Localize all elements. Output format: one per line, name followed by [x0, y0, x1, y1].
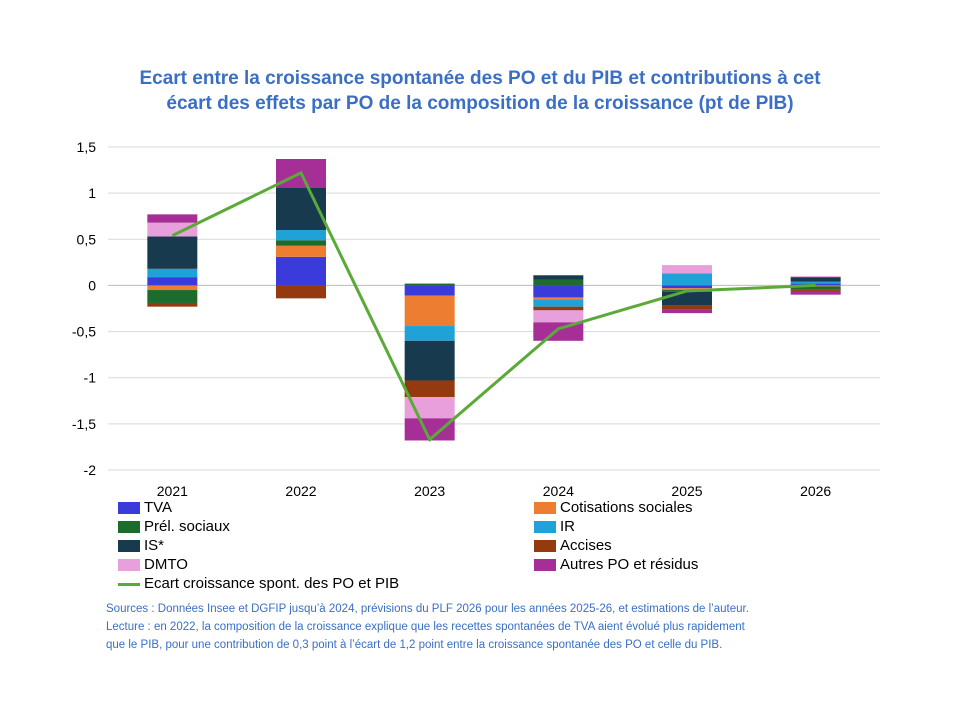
bar-segment [147, 268, 198, 278]
legend-swatch [534, 521, 556, 533]
line-path [171, 170, 816, 442]
bar-segment [276, 245, 326, 257]
bar-segment [533, 310, 584, 323]
y-tick-label: 0,5 [77, 231, 97, 247]
line-series [171, 170, 816, 442]
bar-segment [404, 380, 455, 398]
bar-segment [662, 285, 712, 289]
legend-swatch [118, 521, 140, 533]
x-tick-label: 2023 [414, 483, 445, 499]
legend-swatch [118, 559, 140, 571]
note-lecture-1: Lecture : en 2022, la composition de la … [106, 621, 745, 633]
bar-segment [662, 273, 712, 286]
note-lecture-2: que le PIB, pour une contribution de 0,3… [106, 639, 723, 651]
legend-label: Accises [560, 537, 612, 554]
bar-segment [147, 285, 198, 291]
bar-segment [147, 236, 198, 269]
legend-swatch [534, 540, 556, 552]
bar-segment [790, 286, 841, 290]
y-axis: 1,5 1 0,5 0 -0,5 -1 -1,5 -2 [72, 139, 96, 478]
bar-segment [662, 265, 712, 274]
legend-line-swatch [118, 583, 140, 586]
bar-segment [404, 418, 455, 441]
y-tick-label: -1,5 [72, 416, 96, 432]
bar-segment [533, 275, 584, 280]
note-sources: Sources : Données Insee et DGFIP jusqu’à… [106, 603, 749, 615]
bar-segment [276, 256, 326, 286]
legend-label: TVA [144, 499, 173, 516]
x-tick-label: 2024 [543, 483, 574, 499]
x-tick-label: 2026 [800, 483, 831, 499]
chart-notes: Sources : Données Insee et DGFIP jusqu’à… [106, 600, 896, 654]
bar-segment [404, 283, 455, 286]
legend-label: IS* [144, 537, 165, 554]
bar-segment [790, 276, 841, 278]
y-tick-label: 0 [88, 277, 96, 293]
y-tick-label: 1,5 [77, 139, 97, 155]
bar-segment [790, 283, 841, 286]
bar-segment [147, 302, 198, 307]
stacked-bar-chart: 1,510,50-0,5-1-1,5-2 2021 2022 2023 2024 202… [72, 139, 880, 499]
bar-segment [790, 281, 841, 284]
bar-segment [533, 299, 584, 307]
bar-segment [533, 285, 584, 298]
y-tick-label: -2 [84, 462, 97, 478]
bar-segment [147, 214, 198, 223]
bar-segment [662, 291, 712, 306]
bar-segment [790, 289, 841, 291]
bar-segment [662, 288, 712, 291]
y-tick-label: -0,5 [72, 324, 96, 340]
x-tick-label: 2021 [157, 483, 188, 499]
bar-segment [533, 297, 584, 300]
chart-title: Ecart entre la croissance spontanée des … [40, 66, 920, 116]
legend-swatch [118, 502, 140, 514]
legend-swatch [118, 540, 140, 552]
bar-segment [404, 326, 455, 341]
bar-segment [147, 290, 198, 303]
bar-segment [533, 306, 584, 311]
x-tick-label: 2025 [671, 483, 702, 499]
gridlines [108, 146, 880, 471]
bars [147, 158, 841, 441]
bar-segment [276, 230, 326, 241]
bar-segment [662, 305, 712, 310]
legend-label: IR [560, 518, 575, 535]
y-tick-label: 1 [88, 185, 96, 201]
chart-title-line-1: Ecart entre la croissance spontanée des … [139, 68, 821, 89]
bar-segment [276, 240, 326, 246]
y-tick-label: -1 [84, 370, 97, 386]
legend-label: Ecart croissance spont. des PO et PIB [144, 575, 400, 592]
legend-label: DMTO [144, 556, 188, 573]
bar-segment [404, 295, 455, 327]
bar-segment [404, 285, 455, 296]
x-tick-label: 2022 [285, 483, 316, 499]
legend-label: Autres PO et résidus [560, 556, 699, 573]
bar-segment [147, 277, 198, 286]
legend-swatch [534, 559, 556, 571]
chart-title-line-2: écart des effets par PO de la compositio… [166, 93, 794, 114]
legend-label: Cotisations sociales [560, 499, 693, 516]
x-axis: 2021 2022 2023 2024 2025 2026 [157, 483, 832, 499]
bar-segment [790, 290, 841, 295]
bar-segment [790, 277, 841, 282]
bar-segment [533, 279, 584, 286]
bar-segment [404, 340, 455, 381]
bar-segment [147, 222, 198, 237]
bar-segment [533, 322, 584, 341]
bar-segment [662, 309, 712, 314]
legend-swatch [534, 502, 556, 514]
bar-segment [276, 285, 326, 299]
legend-label: Prél. sociaux [144, 518, 230, 535]
